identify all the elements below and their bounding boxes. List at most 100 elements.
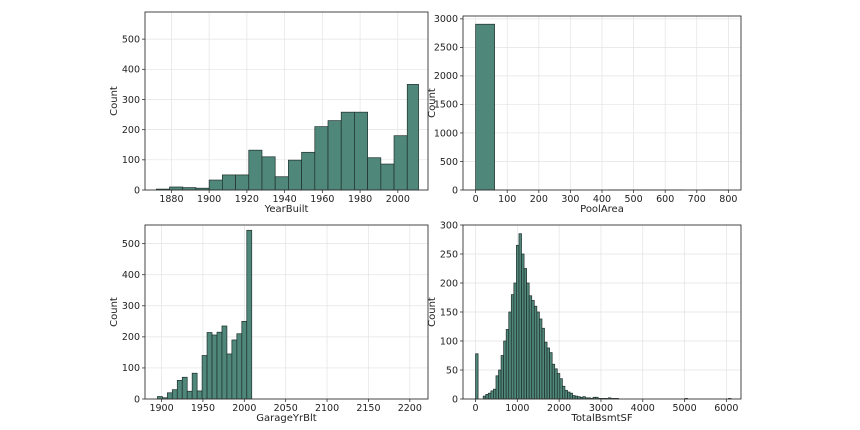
y-tick-label: 3000 (434, 14, 458, 25)
x-axis-label: PoolArea (580, 204, 624, 215)
histogram-bar (380, 163, 395, 191)
histogram-bar (261, 156, 276, 191)
histogram-bar (475, 23, 495, 191)
histogram-bar (288, 159, 302, 191)
histogram-bar (354, 111, 368, 191)
y-tick-label: 0 (452, 394, 458, 405)
x-tick-label: 1880 (159, 194, 183, 205)
histogram-bar (523, 268, 527, 400)
histogram-bar (554, 368, 558, 400)
y-tick-label: 400 (122, 270, 140, 281)
x-tick-label: 1960 (310, 194, 334, 205)
y-tick-label: 300 (122, 301, 140, 312)
x-axis-label: YearBuilt (264, 204, 309, 215)
histogram-bar (236, 333, 243, 400)
histogram-bar (222, 174, 236, 191)
histogram-bar (505, 329, 510, 400)
histogram-bar (208, 179, 223, 191)
histogram-bar (518, 233, 522, 400)
histogram-bar (508, 311, 512, 400)
x-tick-label: 2000 (386, 194, 410, 205)
x-tick-label: 1900 (197, 194, 221, 205)
y-tick-label: 400 (122, 65, 140, 76)
histogram-bar (559, 378, 563, 400)
histogram-bar (221, 325, 228, 400)
histogram-bar (201, 355, 208, 400)
histogram-bar (340, 111, 355, 191)
histogram-bar (393, 135, 408, 191)
y-axis-label: Count (427, 297, 438, 327)
histogram-bar (546, 347, 550, 400)
histogram-bar (526, 282, 530, 400)
x-tick-label: 0 (473, 194, 479, 205)
chart-panel-poolarea: 0 100 200 300 400 500 600 700 800 0 500 1000 1500 200… (427, 14, 742, 215)
histogram-bar (551, 363, 556, 400)
histogram-bar (567, 391, 571, 400)
y-axis-label: Count (427, 88, 438, 118)
histogram-bar (211, 334, 218, 400)
x-tick-label: 1920 (235, 194, 259, 205)
histogram-bar (327, 120, 342, 191)
histogram-bar (367, 157, 382, 191)
histogram-bar (181, 376, 188, 400)
y-tick-label: 100 (440, 336, 458, 347)
histogram-bar (564, 389, 568, 400)
plot-frame (144, 11, 429, 191)
y-tick-label: 500 (122, 34, 140, 45)
x-tick-label: 300 (561, 194, 579, 205)
plot-frame (144, 224, 429, 400)
x-axis-label: TotalBsmtSF (570, 413, 632, 424)
y-tick-label: 1500 (434, 100, 458, 111)
histogram-bar (166, 392, 173, 400)
histogram-bar (510, 294, 515, 400)
histogram-bar (171, 389, 178, 400)
y-tick-label: 100 (122, 363, 140, 374)
x-tick-label: 1950 (191, 403, 215, 414)
histogram-bar (493, 388, 497, 400)
x-tick-label: 400 (593, 194, 611, 205)
y-tick-label: 200 (122, 125, 140, 136)
y-tick-label: 50 (446, 365, 458, 376)
x-tick-label: 6000 (714, 403, 738, 414)
y-tick-label: 100 (122, 155, 140, 166)
y-tick-label: 1000 (434, 128, 458, 139)
x-tick-label: 1940 (273, 194, 297, 205)
histogram-bar (498, 369, 502, 400)
x-tick-label: 500 (625, 194, 643, 205)
histogram-bar (231, 339, 238, 400)
y-tick-label: 300 (122, 95, 140, 106)
histogram-bar (562, 385, 566, 400)
histogram-bar (196, 390, 203, 400)
histogram-bar (169, 186, 184, 191)
histogram-bar (539, 318, 543, 400)
histogram-bar (487, 392, 492, 400)
histogram-bar (516, 244, 520, 400)
chart-panel-garageyrblt: 1900 1950 2000 2050 2100 2150 2200 0 100 200 300 40… (109, 224, 429, 424)
x-tick-label: 2000 (232, 403, 256, 414)
x-tick-label: 0 (473, 403, 479, 414)
histogram-bar (533, 305, 538, 400)
x-tick-label: 800 (719, 194, 737, 205)
histogram-bar (528, 295, 533, 400)
x-tick-label: 3000 (589, 403, 613, 414)
x-tick-label: 2000 (547, 403, 571, 414)
histogram-bar (549, 352, 553, 400)
histogram-bar (186, 390, 193, 400)
x-axis-label: GarageYrBlt (256, 413, 316, 424)
histogram-bar (490, 390, 494, 400)
histogram-bar (235, 174, 250, 191)
x-tick-label: 100 (498, 194, 516, 205)
histogram-bar (569, 392, 573, 400)
histogram-bar (216, 331, 223, 400)
histogram-bar (246, 229, 253, 400)
y-tick-label: 200 (122, 332, 140, 343)
histogram-bar (406, 84, 419, 191)
x-tick-label: 5000 (672, 403, 696, 414)
y-tick-label: 200 (440, 278, 458, 289)
histogram-bar (191, 372, 198, 400)
histogram-bar (475, 353, 479, 400)
histogram-bar (521, 253, 525, 400)
y-tick-label: 0 (134, 185, 140, 196)
histogram-bar (485, 394, 489, 400)
